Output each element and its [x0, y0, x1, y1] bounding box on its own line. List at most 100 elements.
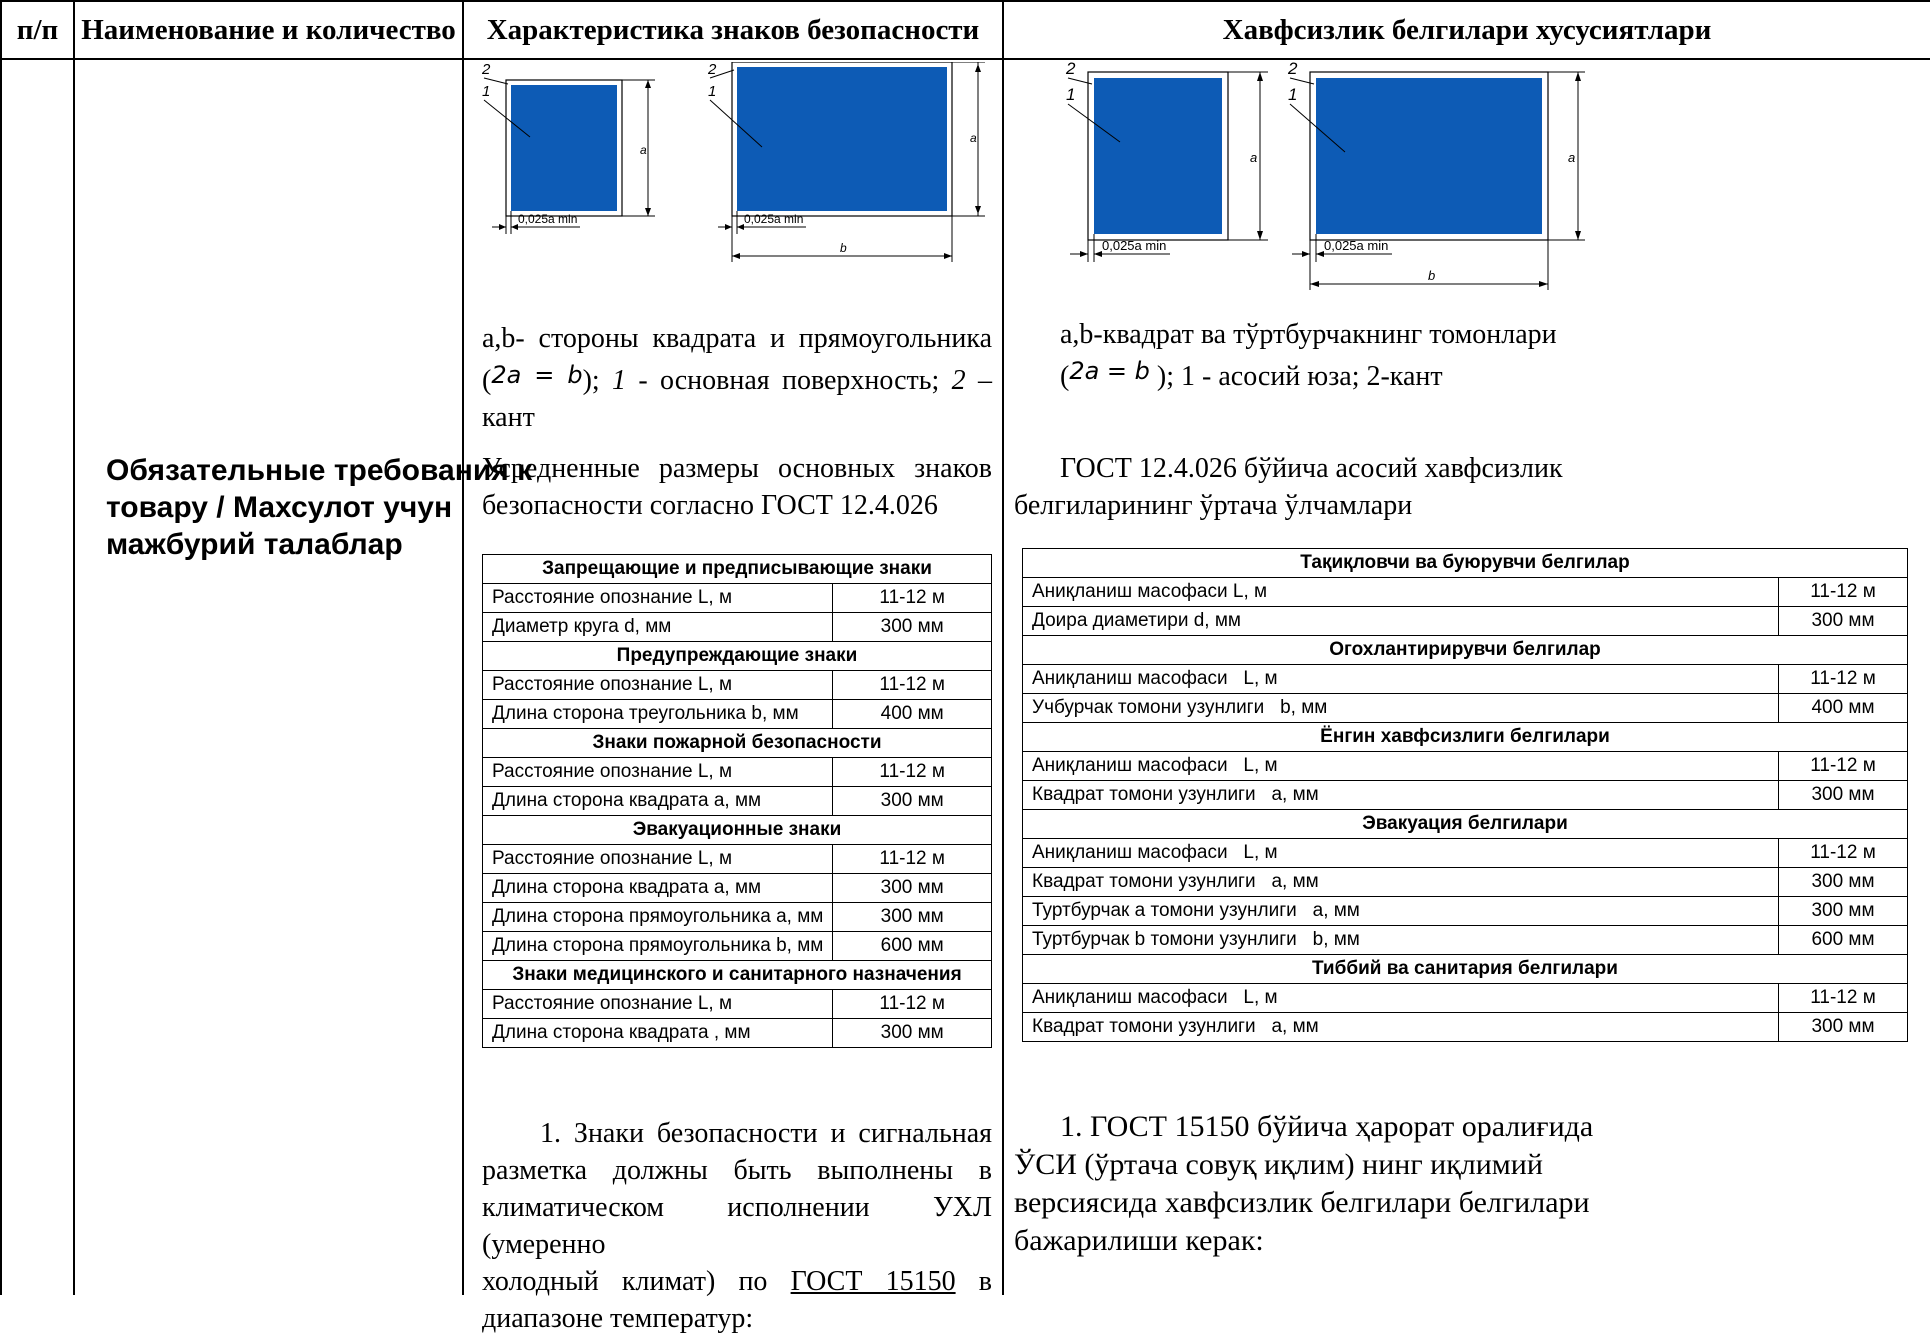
parameter-cell: Расстояние опознание L, м	[481, 844, 834, 874]
dim-b-label: b	[840, 241, 847, 255]
parameter-cell: Туртбурчак a томони узунлиги a, мм	[1022, 896, 1779, 926]
group-heading: Тақиқловчи ва буюрувчи белгилар	[1022, 548, 1908, 578]
rectangle-sign-diagram: a 0,025a min b 1 2	[1287, 62, 1585, 290]
parameter-cell: Длина сторона квадрата , мм	[481, 1018, 834, 1048]
grid-line	[0, 0, 1930, 2]
figure-caption-uz: a,b-квадрат ва тўртбурчакнинг томонлари …	[1060, 316, 1920, 395]
value-cell: 300 мм	[832, 873, 992, 903]
header-characteristics-ru: Характеристика знаков безопасности	[486, 14, 980, 46]
parameter-cell: Аниқланиш масофаси L, м	[1022, 577, 1779, 607]
sign-dimensions-figure-ru: a 0,025a min 1 2 a 0,025a min b 1	[481, 62, 985, 262]
grid-line	[73, 0, 75, 1295]
parameter-cell: Расстояние опознание L, м	[481, 989, 834, 1019]
table-row: Длина сторона прямоугольника b, мм 600 мм	[481, 931, 992, 961]
text-line: ЎСИ (ўртача совуқ иқлим) нинг иқлимий	[1014, 1148, 1543, 1181]
callout-2: 2	[707, 62, 717, 78]
table-row: Аниқланиш масофаси L, м 11-12 м	[1022, 577, 1908, 607]
callout-1: 1	[1288, 85, 1297, 104]
dim-a-label: a	[640, 143, 647, 157]
text-line: климатическом исполнении УХЛ (умеренно	[482, 1192, 992, 1260]
text-line: белгиларининг ўртача ўлчамлари	[1014, 490, 1413, 521]
group-heading: Запрещающие и предписывающие знаки	[482, 554, 992, 584]
sign-surface	[1094, 78, 1222, 234]
value-cell: 300 мм	[832, 1018, 992, 1048]
average-sizes-text-uz: ГОСТ 12.4.026 бўйича асосий хавфсизлик б…	[1014, 450, 1930, 524]
parameter-cell: Расстояние опознание L, м	[481, 757, 834, 787]
table-row: Аниқланиш масофаси L, м 11-12 м	[1022, 838, 1908, 868]
parameter-cell: Диаметр круга d, мм	[481, 612, 834, 642]
value-cell: 300 мм	[1778, 1012, 1908, 1042]
table-group-row: Знаки пожарной безопасности	[482, 728, 992, 758]
table-group-row: Огохлантирирувчи белгилар	[1022, 635, 1908, 665]
value-cell: 11-12 м	[1778, 664, 1908, 694]
figure-caption-ru: a,b- стороны квадрата и прямоугольника (…	[482, 320, 992, 436]
table-row: Учбурчак томони узунлиги b, мм 400 мм	[1022, 693, 1908, 723]
text-line: ГОСТ 12.4.026 бўйича асосий хавфсизлик	[1060, 453, 1563, 484]
value-cell: 300 мм	[832, 902, 992, 932]
table-row: Доира диаметири d, мм 300 мм	[1022, 606, 1908, 636]
square-sign-diagram: a 0,025a min 1 2	[481, 62, 655, 234]
parameter-cell: Квадрат томони узунлиги a, мм	[1022, 1012, 1779, 1042]
group-heading: Эвакуация белгилари	[1022, 809, 1908, 839]
dim-a-label: a	[970, 131, 977, 145]
grid-line	[0, 0, 2, 1295]
header-characteristics-uz: Хавфсизлик белгилари хусусиятлари	[1222, 14, 1712, 46]
gost-link[interactable]: ГОСТ 15150	[790, 1266, 956, 1297]
group-heading: Тиббий ва санитария белгилари	[1022, 954, 1908, 984]
sign-dimensions-table-ru: Запрещающие и предписывающие знаки Рассто…	[481, 554, 992, 1048]
table-row: Длина сторона прямоугольника a, мм 300 мм	[481, 902, 992, 932]
parameter-cell: Длина сторона треугольника b, мм	[481, 699, 834, 729]
caption-line: a,b-квадрат ва тўртбурчакнинг томонлари	[1060, 319, 1557, 350]
value-cell: 11-12 м	[1778, 838, 1908, 868]
parameter-cell: Длина сторона квадрата a, мм	[481, 873, 834, 903]
caption-line: (2a = b); 1 - основная поверхность; 2 – …	[482, 361, 993, 433]
parameter-cell: Аниқланиш масофаси L, м	[1022, 838, 1779, 868]
paragraph-1-ru: 1. Знаки безопасности и сигнальная разме…	[482, 1115, 992, 1337]
group-heading: Знаки пожарной безопасности	[482, 728, 992, 758]
caption-line: (2a = b ); 1 - асосий юза; 2-кант	[1060, 357, 1443, 392]
formula: 2a = b	[491, 361, 583, 389]
value-cell: 11-12 м	[832, 757, 992, 787]
value-cell: 300 мм	[1778, 606, 1908, 636]
parameter-cell: Длина сторона квадрата a, мм	[481, 786, 834, 816]
text-line: 1. ГОСТ 15150 бўйича ҳарорат оралиғида	[1060, 1110, 1594, 1143]
callout-2: 2	[481, 62, 491, 78]
average-sizes-text-ru: Усредненные размеры основных знаков безо…	[482, 450, 992, 524]
parameter-cell: Длина сторона прямоугольника b, мм	[481, 931, 834, 961]
parameter-cell: Расстояние опознание L, м	[481, 670, 834, 700]
table-row: Длина сторона квадрата a, мм 300 мм	[481, 873, 992, 903]
square-sign-diagram: a 0,025a min 1 2	[1065, 62, 1268, 262]
callout-1: 1	[1066, 85, 1075, 104]
value-cell: 11-12 м	[1778, 577, 1908, 607]
table-group-row: Эвакуация белгилари	[1022, 809, 1908, 839]
value-cell: 400 мм	[1778, 693, 1908, 723]
table-group-row: Эвакуационные знаки	[482, 815, 992, 845]
callout-1: 1	[482, 83, 490, 100]
parameter-cell: Учбурчак томони узунлиги b, мм	[1022, 693, 1779, 723]
kant-dimension-label: 0,025a min	[1324, 238, 1388, 253]
caption-line: a,b- стороны квадрата и прямоугольника	[482, 323, 992, 354]
table-group-row: Предупреждающие знаки	[482, 641, 992, 671]
table-row: Квадрат томони узунлиги a, мм 300 мм	[1022, 1012, 1908, 1042]
table-row: Аниқланиш масофаси L, м 11-12 м	[1022, 751, 1908, 781]
group-heading: Знаки медицинского и санитарного назначе…	[482, 960, 992, 990]
kant-dimension-label: 0,025a min	[518, 212, 577, 226]
sign-surface	[511, 85, 617, 211]
parameter-cell: Туртбурчак b томони узунлиги b, мм	[1022, 925, 1779, 955]
header-name: Наименование и количество	[81, 14, 456, 46]
group-heading: Ёнгин хавфсизлиги белгилари	[1022, 722, 1908, 752]
formula: 2a = b	[1069, 357, 1150, 385]
sign-dimensions-table-uz: Тақиқловчи ва буюрувчи белгилар Аниқланиш…	[1022, 548, 1908, 1042]
parameter-cell: Доира диаметири d, мм	[1022, 606, 1779, 636]
value-cell: 300 мм	[1778, 896, 1908, 926]
parameter-cell: Аниқланиш масофаси L, м	[1022, 664, 1779, 694]
requirement-title: Обязательные требования к товару / Махсу…	[106, 454, 533, 561]
table-row: Аниқланиш масофаси L, м 11-12 м	[1022, 664, 1908, 694]
value-cell: 11-12 м	[832, 844, 992, 874]
group-heading: Предупреждающие знаки	[482, 641, 992, 671]
sign-surface	[737, 67, 947, 211]
text-line: разметка должны быть выполнены в	[482, 1155, 992, 1186]
value-cell: 300 мм	[1778, 780, 1908, 810]
kant-dimension-label: 0,025a min	[1102, 238, 1166, 253]
text-line: холодный климат) по ГОСТ 15150 в	[482, 1266, 992, 1297]
